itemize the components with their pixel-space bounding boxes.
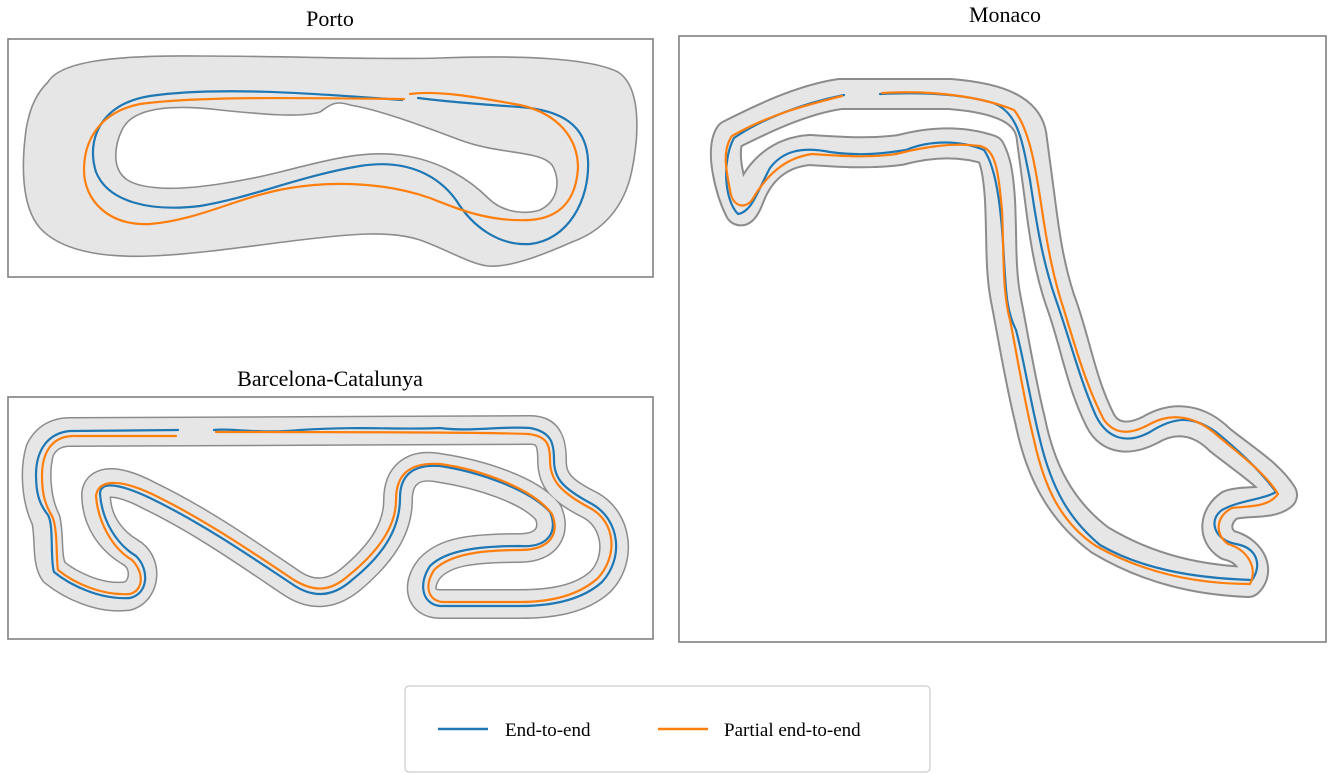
panel-monaco: Monaco [678, 2, 1327, 643]
monaco-end-to-end-line [725, 92, 1278, 582]
legend-label-partial-end-to-end: Partial end-to-end [724, 720, 861, 741]
panel-title-monaco: Monaco [969, 2, 1041, 27]
panel-frame-barcelona [7, 396, 654, 640]
track-monaco-surface [711, 80, 1296, 596]
panel-porto: Porto [7, 6, 654, 278]
panel-title-porto: Porto [306, 6, 354, 31]
monaco-partial-line [724, 91, 1280, 586]
panel-barcelona: Barcelona-Catalunya [7, 366, 654, 640]
barcelona-partial-line [40, 430, 613, 604]
track-porto [22, 55, 638, 267]
track-barcelona-edge [21, 415, 630, 619]
legend: End-to-end Partial end-to-end [404, 685, 931, 773]
legend-label-end-to-end: End-to-end [505, 720, 591, 741]
barcelona-end-to-end-line [34, 426, 618, 608]
panel-frame-monaco [678, 35, 1327, 643]
porto-end-to-end-line [91, 90, 590, 246]
panel-title-barcelona: Barcelona-Catalunya [237, 366, 423, 391]
panel-frame-porto [7, 38, 654, 278]
porto-partial-line [82, 91, 580, 226]
